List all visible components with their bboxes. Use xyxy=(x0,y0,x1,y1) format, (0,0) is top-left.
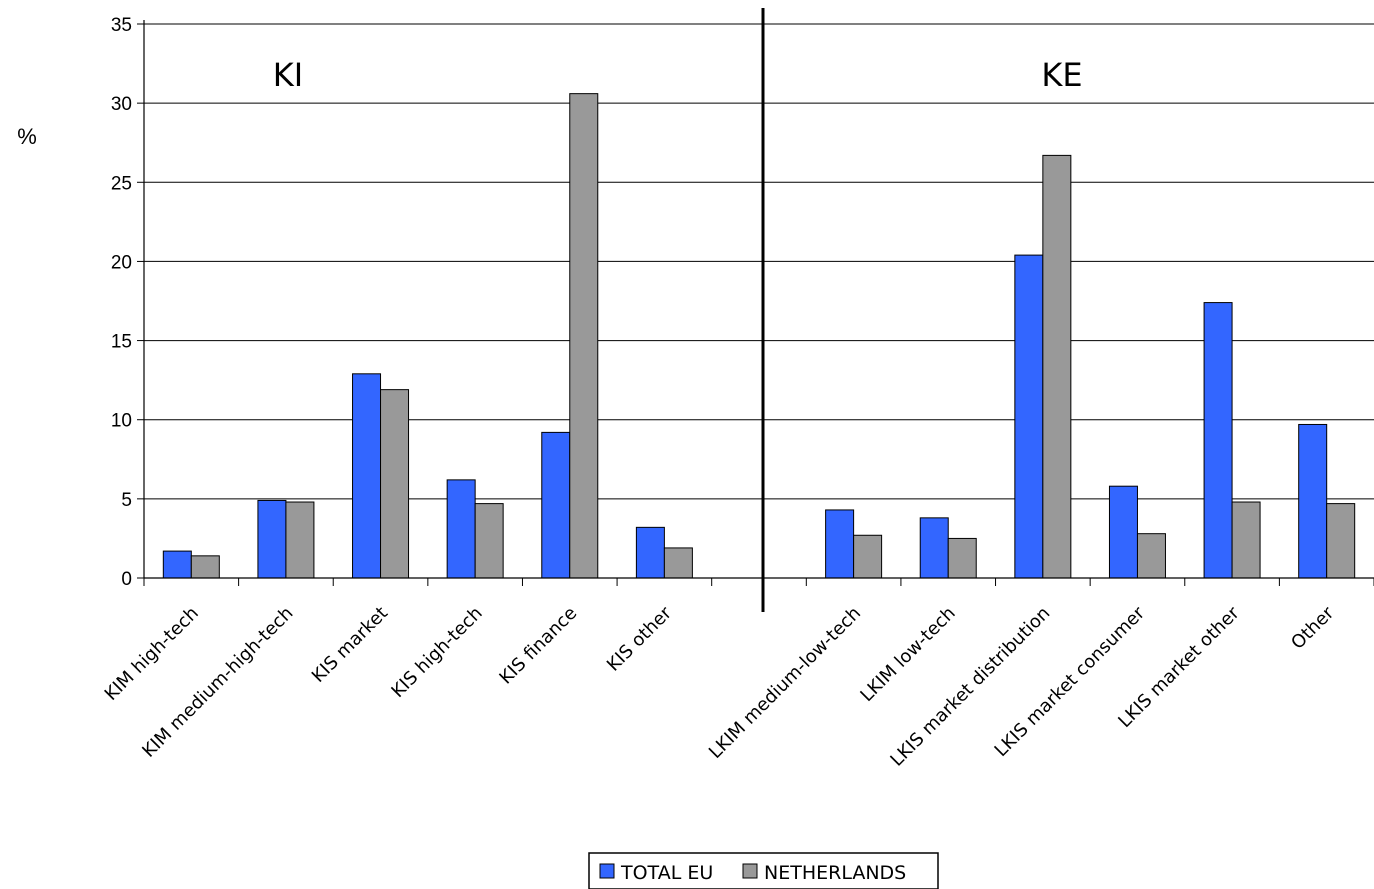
bar-netherlands xyxy=(190,555,220,579)
bar-netherlands xyxy=(380,389,410,579)
bar-netherlands xyxy=(1326,503,1356,579)
y-tick-label: 0 xyxy=(121,569,132,590)
bar-total-eu xyxy=(257,499,287,579)
bar-total-eu xyxy=(825,509,855,579)
y-tick-label: 20 xyxy=(111,252,132,273)
y-tick-labels: 0 5 10 15 20 25 30 35 xyxy=(111,15,132,590)
x-tick-label: KIM high-tech xyxy=(101,603,203,705)
axes xyxy=(143,20,1374,586)
y-tick-label: 25 xyxy=(111,173,132,194)
gridlines xyxy=(137,23,1374,579)
bar-total-eu xyxy=(352,373,382,579)
x-tick-label: LKIM low-tech xyxy=(856,603,959,706)
bar-netherlands xyxy=(474,503,504,579)
x-tick-label: KIS market xyxy=(308,603,392,687)
group-label-ke: KE xyxy=(1041,56,1082,94)
bars xyxy=(162,93,1356,579)
x-tick-label: LKIM medium-low-tech xyxy=(705,603,865,763)
legend-swatch-total-eu xyxy=(599,863,615,879)
y-tick-label: 30 xyxy=(111,94,132,115)
bar-total-eu xyxy=(162,550,192,579)
bar-netherlands xyxy=(1136,533,1166,579)
bar-netherlands xyxy=(285,501,315,579)
bar-netherlands xyxy=(947,537,977,579)
x-tick-label: KIS other xyxy=(603,602,676,675)
y-tick-label: 15 xyxy=(111,332,132,353)
y-tick-label: 35 xyxy=(111,15,132,36)
x-tick-label: LKIS market consumer xyxy=(991,602,1150,761)
bar-netherlands xyxy=(1231,501,1261,579)
x-tick-label: KIS high-tech xyxy=(387,603,486,702)
x-tick-label: KIS finance xyxy=(495,603,581,689)
bar-total-eu xyxy=(1203,302,1233,579)
bar-total-eu xyxy=(446,479,476,579)
bar-netherlands xyxy=(569,93,599,579)
x-tick-label: KIM medium-high-tech xyxy=(138,603,297,762)
legend: TOTAL EU NETHERLANDS xyxy=(588,852,939,889)
legend-label-netherlands: NETHERLANDS xyxy=(764,862,906,884)
bar-total-eu xyxy=(1298,423,1328,579)
bar-total-eu xyxy=(635,526,665,579)
bar-netherlands xyxy=(1042,154,1072,579)
legend-swatch-netherlands xyxy=(742,863,758,879)
y-axis-label: % xyxy=(17,124,37,149)
group-label-ki: KI xyxy=(273,56,303,94)
bar-total-eu xyxy=(541,431,571,579)
bar-netherlands xyxy=(663,547,693,579)
legend-box xyxy=(588,852,939,889)
x-tick-label: Other xyxy=(1287,602,1338,653)
x-tick-label: LKIS market distribution xyxy=(886,603,1054,771)
bar-total-eu xyxy=(1014,254,1044,579)
bar-netherlands xyxy=(853,534,883,579)
bar-total-eu xyxy=(1108,485,1138,579)
bar-total-eu xyxy=(919,517,949,579)
y-tick-label: 10 xyxy=(111,411,132,432)
y-tick-label: 5 xyxy=(121,490,132,511)
legend-label-total-eu: TOTAL EU xyxy=(620,862,713,884)
